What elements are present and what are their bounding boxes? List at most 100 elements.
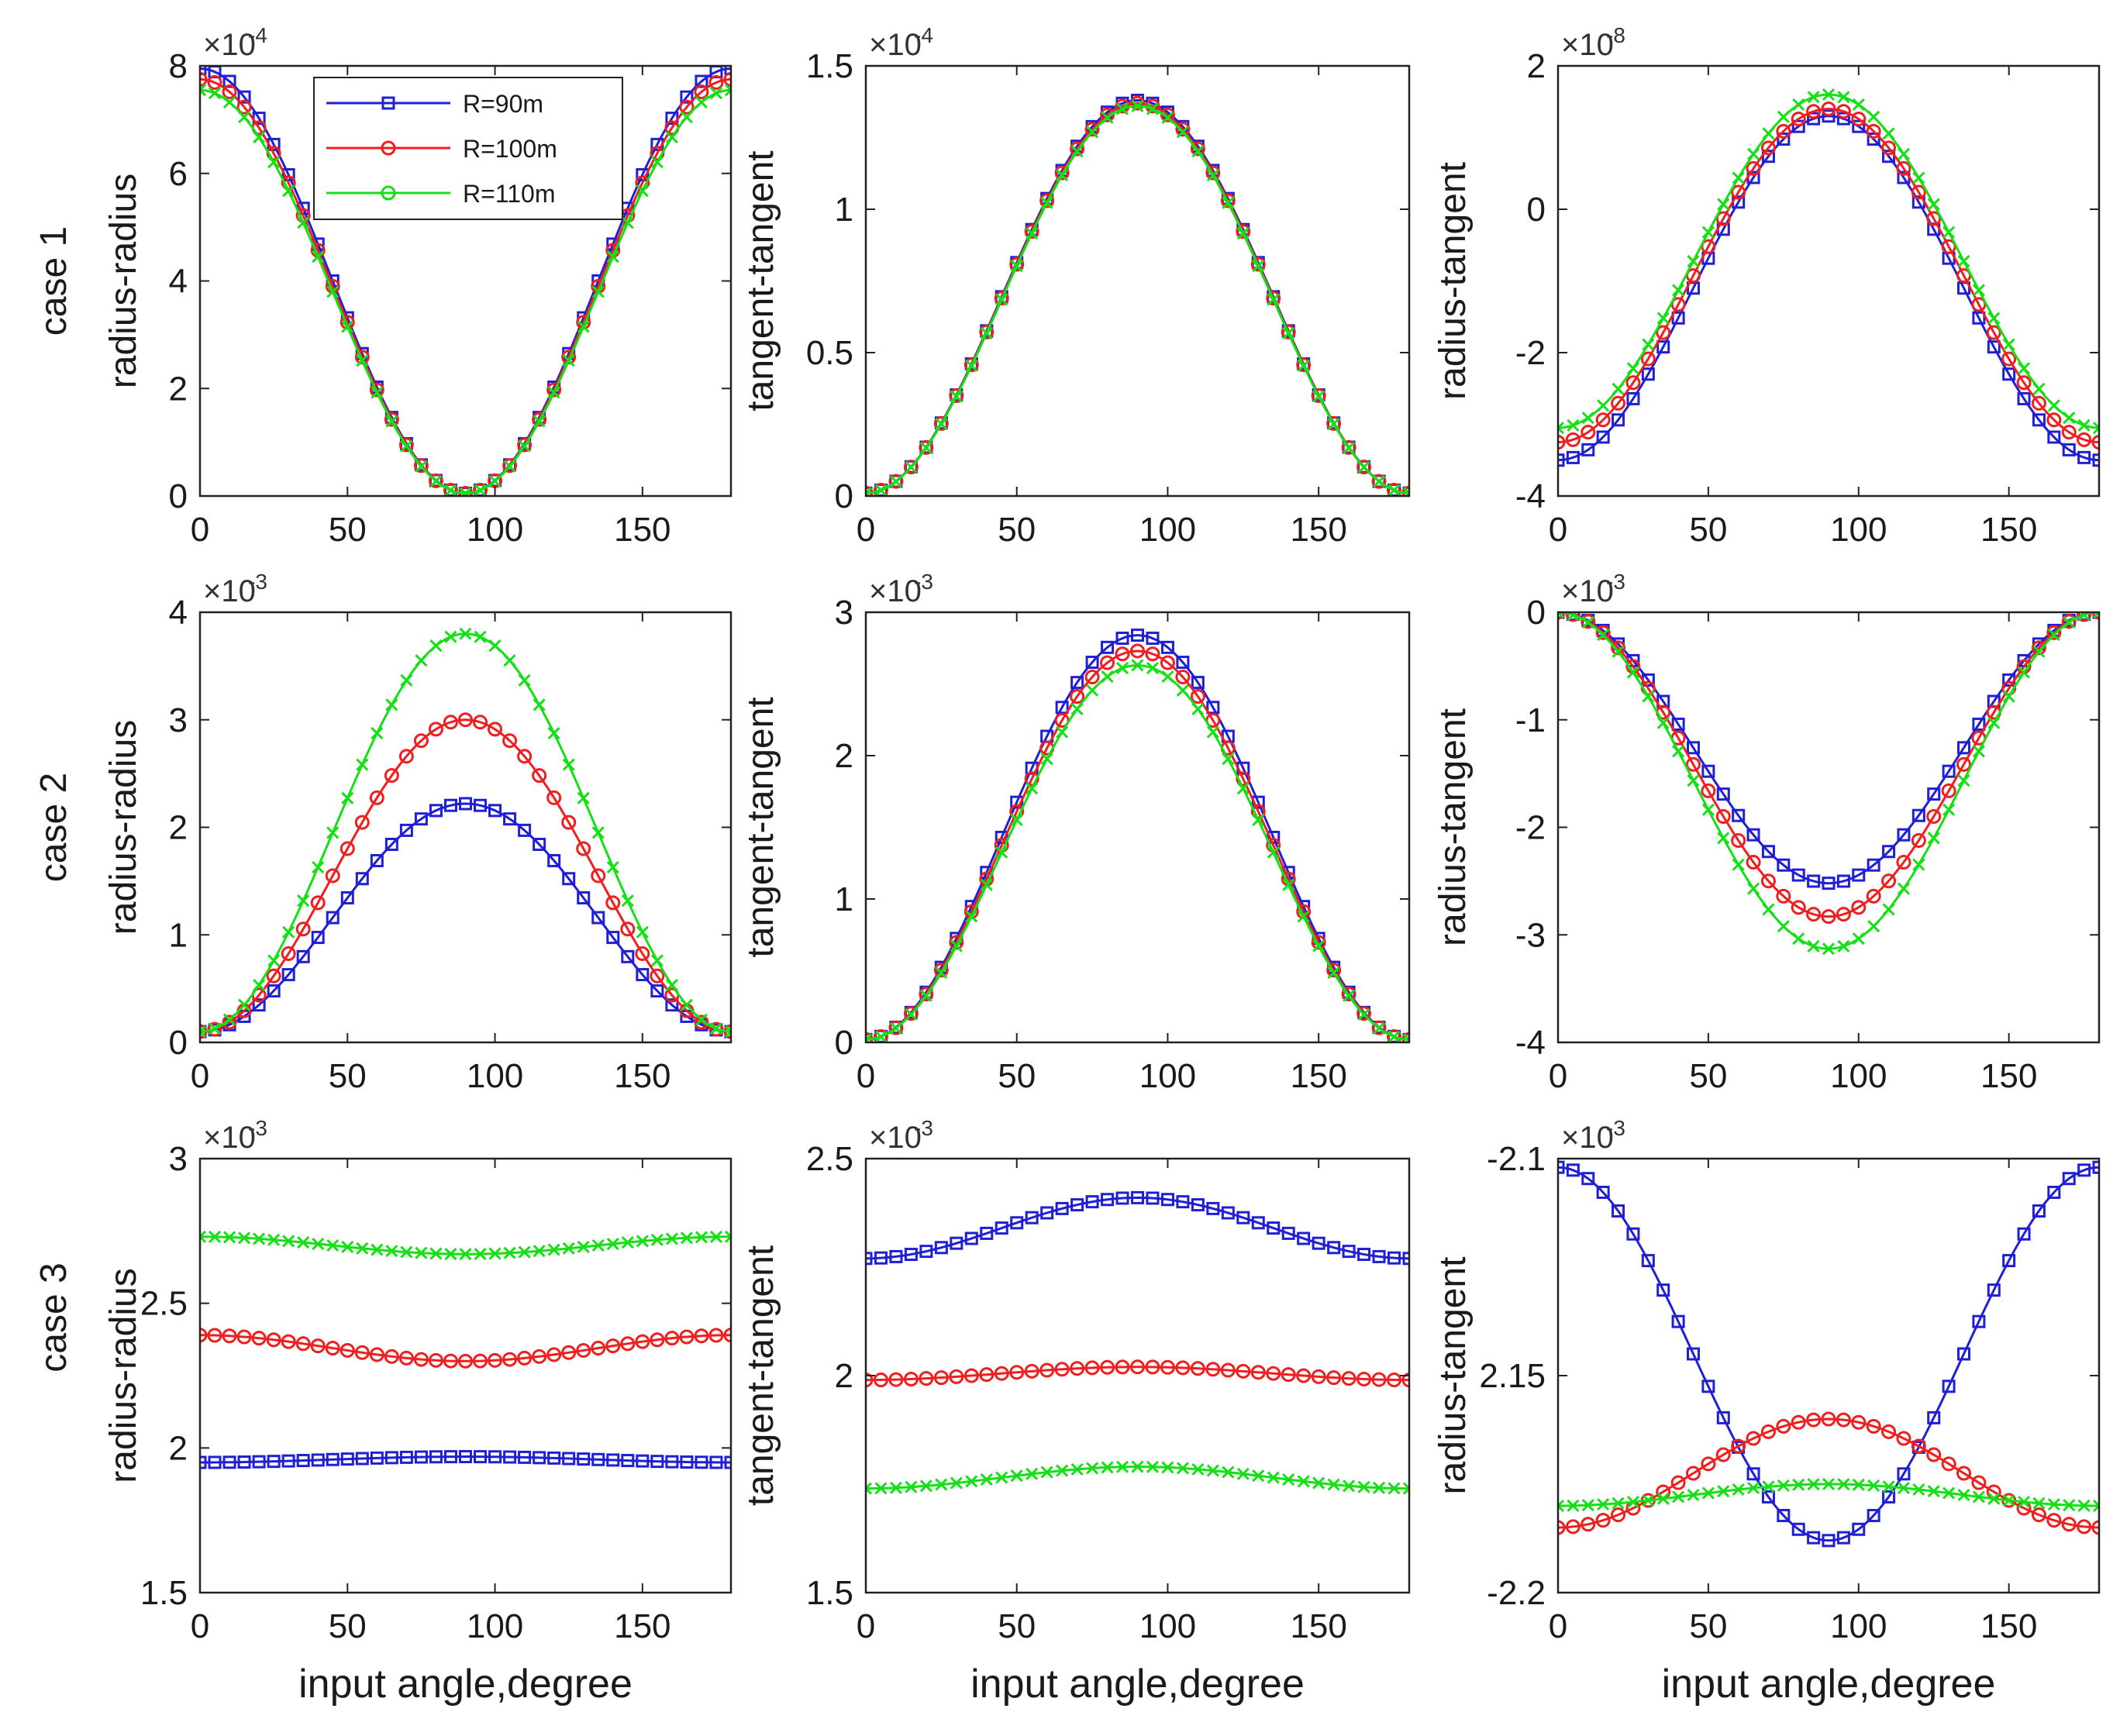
legend-label: R=110m: [463, 180, 555, 208]
data-point-x: [1687, 255, 1700, 268]
data-point-x: [1056, 168, 1069, 182]
data-point-square: [606, 931, 620, 945]
axes-box: [1556, 1157, 2101, 1594]
data-point-square: [1987, 1283, 2001, 1297]
y-tick-label: 2: [1527, 47, 1546, 85]
y-tick-label: 0: [835, 477, 853, 515]
series-r-110m: [866, 1460, 1409, 1495]
data-point-x: [238, 998, 251, 1011]
data-point-x: [1222, 753, 1235, 766]
data-point-square: [1342, 1245, 1356, 1259]
data-point-square: [1596, 1185, 1610, 1199]
data-point-circle: [443, 482, 458, 496]
row-labels: case 1 case 2 case 3: [33, 226, 74, 1373]
subplot-2-1: 0 50 100 150 0 1 2 3 4 ×10-3 radius-radius: [103, 570, 733, 1095]
data-point-square: [355, 1452, 369, 1466]
data-point-x: [1672, 284, 1685, 297]
data-point-square: [488, 804, 502, 818]
data-point-circle: [1565, 612, 1581, 622]
data-point-x: [1327, 966, 1340, 980]
data-point-x: [709, 1022, 723, 1035]
data-point-square: [1327, 1241, 1341, 1255]
series-line: [1558, 1166, 2099, 1542]
data-point-square: [267, 1455, 281, 1469]
data-point-x: [980, 326, 993, 339]
data-point-square: [1852, 119, 1866, 133]
data-point-square: [606, 1453, 620, 1467]
data-point-x: [385, 415, 398, 428]
series-line: [1558, 115, 2099, 462]
data-point-circle: [1100, 1359, 1115, 1375]
x-axis-label: input angle,degree: [970, 1662, 1305, 1707]
data-point-square: [1206, 701, 1220, 715]
data-point-x: [1762, 127, 1775, 140]
data-point-x: [282, 925, 295, 939]
data-point-square: [1687, 741, 1700, 755]
data-point-circle: [1236, 1363, 1251, 1379]
data-point-circle: [1926, 1447, 1942, 1462]
data-point-circle: [650, 1332, 665, 1348]
data-point-square: [1558, 1160, 1565, 1174]
data-point-x: [1010, 1469, 1023, 1483]
data-point-x: [965, 1475, 978, 1488]
data-point-circle: [1039, 193, 1055, 208]
data-point-circle: [1896, 1431, 1911, 1446]
data-point-circle: [1145, 646, 1160, 662]
data-point-square: [1131, 1190, 1144, 1204]
x-tick-label: 0: [1549, 1607, 1567, 1645]
y-tick-label: -2: [1515, 334, 1546, 372]
series-line: [866, 102, 1409, 494]
data-point-circle: [354, 1345, 370, 1360]
data-point-circle: [708, 1021, 724, 1037]
data-point-square: [200, 1455, 207, 1469]
data-point-x: [253, 131, 266, 144]
data-point-x: [606, 860, 619, 874]
data-point-x: [429, 474, 443, 487]
axes-box: [198, 1157, 733, 1594]
data-point-circle: [933, 415, 949, 431]
data-point-circle: [605, 895, 621, 911]
data-point-square: [591, 911, 605, 925]
data-point-x: [547, 1243, 560, 1256]
data-point-x: [935, 418, 948, 431]
data-point-circle: [1640, 351, 1656, 367]
data-point-square: [281, 968, 295, 982]
y-tick-label: -3: [1515, 916, 1546, 954]
data-point-x: [1282, 878, 1295, 891]
data-point-x: [1927, 198, 1940, 211]
data-point-square: [1836, 1531, 1850, 1545]
data-point-square: [1822, 1534, 1836, 1548]
data-point-x: [1746, 882, 1760, 895]
data-point-x: [1762, 1480, 1775, 1493]
data-point-x: [1402, 487, 1409, 496]
data-point-x: [1086, 684, 1099, 697]
data-point-square: [1746, 1467, 1760, 1481]
data-point-square: [1911, 808, 1925, 822]
axes-box: [864, 611, 1411, 1044]
data-point-circle: [979, 1367, 995, 1383]
data-point-square: [518, 1450, 532, 1464]
data-point-x: [1372, 1021, 1386, 1035]
data-point-square: [2032, 413, 2046, 427]
data-point-x: [200, 1230, 207, 1243]
data-point-square: [1085, 656, 1099, 670]
data-point-x: [562, 1242, 575, 1255]
data-point-x: [591, 285, 605, 298]
data-point-x: [621, 894, 634, 908]
data-point-square: [1025, 1211, 1039, 1224]
data-point-circle: [561, 815, 577, 830]
data-point-x: [1357, 1008, 1370, 1021]
data-point-circle: [1881, 140, 1897, 156]
data-point-x: [1822, 1477, 1836, 1491]
data-point-x: [1717, 1485, 1730, 1498]
data-point-square: [1972, 311, 1986, 325]
data-point-circle: [1326, 963, 1342, 978]
data-point-x: [1732, 1483, 1745, 1497]
data-point-circle: [919, 439, 934, 455]
y-tick-label: 0.5: [806, 334, 853, 372]
data-point-circle: [1866, 1418, 1881, 1434]
data-point-circle: [888, 1372, 904, 1387]
data-point-x: [371, 1243, 384, 1256]
data-point-circle: [281, 1334, 296, 1349]
data-point-x: [2032, 645, 2046, 658]
